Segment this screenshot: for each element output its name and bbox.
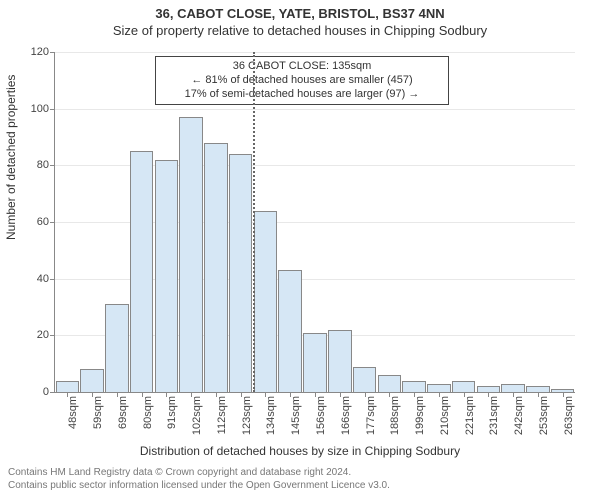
- y-axis-label: Number of detached properties: [4, 75, 18, 240]
- x-tick-label: 199sqm: [414, 392, 426, 435]
- x-tick-label: 242sqm: [513, 392, 525, 435]
- x-tick-label: 231sqm: [488, 392, 500, 435]
- bar: [303, 333, 327, 393]
- attribution-line: Contains HM Land Registry data © Crown c…: [8, 466, 592, 479]
- bar: [278, 270, 302, 392]
- chart-container: 36, CABOT CLOSE, YATE, BRISTOL, BS37 4NN…: [0, 0, 600, 500]
- bar: [402, 381, 426, 392]
- bar: [130, 151, 154, 392]
- bar: [80, 369, 104, 392]
- attribution-line: Contains public sector information licen…: [8, 479, 592, 492]
- x-tick-label: 134sqm: [265, 392, 277, 435]
- x-tick-label: 253sqm: [538, 392, 550, 435]
- plot-area: 36 CABOT CLOSE: 135sqm ← 81% of detached…: [54, 52, 575, 393]
- bar: [328, 330, 352, 392]
- chart-title: 36, CABOT CLOSE, YATE, BRISTOL, BS37 4NN: [0, 0, 600, 21]
- x-tick-label: 177sqm: [365, 392, 377, 435]
- x-tick-label: 112sqm: [216, 392, 228, 434]
- x-tick-label: 102sqm: [191, 392, 203, 435]
- y-tick-label: 80: [37, 159, 55, 171]
- x-tick-label: 69sqm: [117, 392, 129, 429]
- x-tick-label: 210sqm: [439, 392, 451, 435]
- x-tick-label: 263sqm: [563, 392, 575, 435]
- bar: [56, 381, 80, 392]
- bar: [105, 304, 129, 392]
- bar: [229, 154, 253, 392]
- x-tick-label: 166sqm: [340, 392, 352, 435]
- x-tick-label: 123sqm: [241, 392, 253, 435]
- y-tick-label: 40: [37, 273, 55, 285]
- bar: [155, 160, 179, 392]
- x-tick-label: 59sqm: [92, 392, 104, 429]
- x-tick-label: 91sqm: [166, 392, 178, 429]
- x-tick-label: 221sqm: [464, 392, 476, 435]
- bar: [378, 375, 402, 392]
- bar: [353, 367, 377, 393]
- bars-group: [55, 52, 575, 392]
- bar: [452, 381, 476, 392]
- x-tick-label: 156sqm: [315, 392, 327, 435]
- x-axis-label: Distribution of detached houses by size …: [0, 444, 600, 458]
- x-tick-label: 48sqm: [67, 392, 79, 429]
- x-tick-label: 188sqm: [389, 392, 401, 435]
- bar: [427, 384, 451, 393]
- chart-subtitle: Size of property relative to detached ho…: [0, 21, 600, 38]
- y-tick-label: 0: [43, 386, 55, 398]
- bar: [254, 211, 278, 392]
- y-tick-label: 120: [31, 46, 55, 58]
- attribution: Contains HM Land Registry data © Crown c…: [8, 466, 592, 492]
- y-tick-label: 100: [31, 103, 55, 115]
- y-tick-label: 60: [37, 216, 55, 228]
- bar: [204, 143, 228, 392]
- x-tick-label: 80sqm: [142, 392, 154, 429]
- y-tick-label: 20: [37, 329, 55, 341]
- x-tick-label: 145sqm: [290, 392, 302, 435]
- bar: [501, 384, 525, 393]
- bar: [179, 117, 203, 392]
- reference-marker-line: [253, 52, 255, 392]
